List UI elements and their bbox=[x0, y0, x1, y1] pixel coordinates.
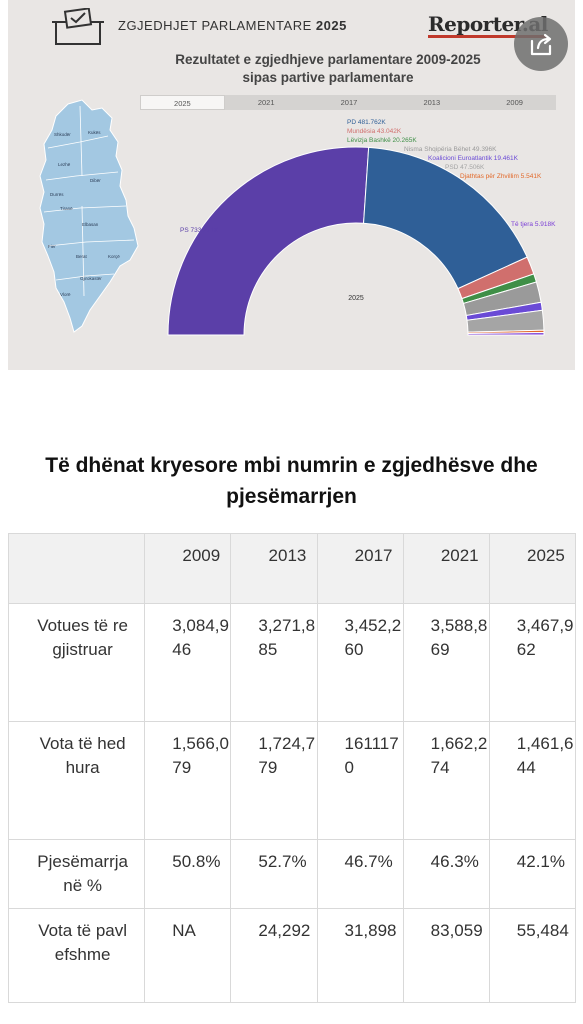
table-header-year: 2017 bbox=[316, 533, 404, 604]
table-header-row: 2009 2013 2017 2021 2025 bbox=[7, 533, 577, 604]
table-cell: 1611170 bbox=[316, 721, 404, 840]
table-header-year: 2009 bbox=[144, 533, 232, 604]
map-label-shkoder: Shkodër bbox=[54, 132, 71, 137]
tab-2013[interactable]: 2013 bbox=[423, 98, 441, 107]
chart-slice bbox=[467, 332, 545, 336]
infographic-title: ZGJEDHJET PARLAMENTARE 2025 bbox=[118, 18, 347, 33]
chart-slice-label: Lëvizja Bashkë 20.265K bbox=[347, 137, 417, 144]
table-cell: 3,084,946 bbox=[144, 603, 232, 722]
table-cell: 46.3% bbox=[402, 839, 490, 909]
table-cell: 3,271,885 bbox=[230, 603, 318, 722]
section-title: Të dhënat kryesore mbi numrin e zgjedhës… bbox=[45, 454, 538, 508]
table-cell: 52.7% bbox=[230, 839, 318, 909]
table-cell: 31,898 bbox=[316, 908, 404, 1003]
table-row: Vota të pavlefshme NA 24,292 31,898 83,0… bbox=[7, 908, 577, 1003]
chart-slice-label: Djathtas për Zhvillim 5.541K bbox=[460, 173, 542, 180]
year-tabs: 2025 2021 2017 2013 2009 bbox=[140, 95, 556, 110]
chart-slice-label: PD 481.762K bbox=[347, 119, 386, 126]
table-cell: 3,588,869 bbox=[402, 603, 490, 722]
map-label-berat: Berat bbox=[76, 254, 88, 259]
map-label-tirane: Tiranë bbox=[60, 206, 73, 211]
tab-2025[interactable]: 2025 bbox=[140, 95, 225, 110]
table-header-year: 2013 bbox=[230, 533, 318, 604]
map-label-durres: Durrës bbox=[50, 192, 64, 197]
table-cell: 55,484 bbox=[488, 908, 577, 1003]
chart-slice-label: PS 733.271K bbox=[180, 227, 219, 234]
table-header-year: 2021 bbox=[402, 533, 490, 604]
chart-slice-label: Nisma Shqipëria Bëhet 49.396K bbox=[404, 146, 497, 153]
tab-2009[interactable]: 2009 bbox=[506, 98, 523, 107]
ballot-box-icon bbox=[52, 8, 104, 45]
table-cell: 42.1% bbox=[488, 839, 577, 909]
results-half-donut-chart: PS 733.271K PD 481.762K Mundësia 43.042K Lë… bbox=[167, 119, 556, 336]
table-cell: 1,662,274 bbox=[402, 721, 490, 840]
map-label-elbasan: Elbasan bbox=[82, 222, 99, 227]
map-label-korce: Korçë bbox=[108, 254, 120, 259]
albania-map: Shkodër Kukës Lezhë Dibër Durrës Tiranë … bbox=[39, 99, 139, 333]
table-cell: 46.7% bbox=[316, 839, 404, 909]
chart-slice-label: Koalicioni Euroatlantik 19.461K bbox=[428, 155, 519, 162]
table-cell: 24,292 bbox=[230, 908, 318, 1003]
table-row: Vota të hedhura 1,566,079 1,724,779 1611… bbox=[7, 721, 577, 840]
share-icon bbox=[530, 33, 552, 56]
table-cell: 3,452,260 bbox=[316, 603, 404, 722]
tab-2017[interactable]: 2017 bbox=[340, 98, 358, 107]
map-label-lezhe: Lezhë bbox=[58, 162, 71, 167]
map-label-fier: Fier bbox=[48, 244, 56, 249]
table-cell: 1,566,079 bbox=[144, 721, 232, 840]
map-label-vlore: Vlorë bbox=[60, 292, 71, 297]
table-cell: 3,467,962 bbox=[488, 603, 577, 722]
map-label-kukes: Kukës bbox=[88, 130, 101, 135]
row-label-turnout: Pjesëmarrja në % bbox=[7, 839, 146, 909]
infographic-panel: ZGJEDHJET PARLAMENTARE 2025 Reporter.al … bbox=[8, 0, 575, 370]
table-cell: 83,059 bbox=[402, 908, 490, 1003]
chart-slice bbox=[167, 146, 370, 336]
chart-subtitle: sipas partive parlamentare bbox=[242, 70, 414, 85]
tab-2021[interactable]: 2021 bbox=[257, 98, 275, 107]
row-label-votes-cast: Vota të hedhura bbox=[7, 721, 146, 840]
table-row: Pjesëmarrja në % 50.8% 52.7% 46.7% 46.3%… bbox=[7, 839, 577, 909]
row-label-invalid-votes: Vota të pavlefshme bbox=[7, 908, 146, 1003]
map-label-diber: Dibër bbox=[90, 178, 101, 183]
map-label-gjirokaster: Gjirokastër bbox=[80, 276, 102, 281]
table-header-year: 2025 bbox=[488, 533, 577, 604]
chart-slice-label: PSD 47.506K bbox=[445, 164, 485, 171]
table-cell: NA bbox=[144, 908, 232, 1003]
table-row: Votues të regjistruar 3,084,946 3,271,88… bbox=[7, 603, 577, 722]
chart-slice-label: Mundësia 43.042K bbox=[347, 128, 402, 135]
chart-slice-label: Të tjera 5.918K bbox=[511, 221, 556, 228]
election-data-table: 2009 2013 2017 2021 2025 Votues të regji… bbox=[7, 533, 577, 1003]
chart-center-label: 2025 bbox=[348, 295, 364, 302]
brand-underline bbox=[428, 35, 546, 38]
row-label-registered-voters: Votues të regjistruar bbox=[7, 603, 146, 722]
chart-title: Rezultatet e zgjedhjeve parlamentare 200… bbox=[175, 52, 481, 67]
table-corner-cell bbox=[7, 533, 146, 604]
share-button[interactable] bbox=[514, 17, 568, 71]
table-cell: 1,724,779 bbox=[230, 721, 318, 840]
table-cell: 50.8% bbox=[144, 839, 232, 909]
table-cell: 1,461,644 bbox=[488, 721, 577, 840]
